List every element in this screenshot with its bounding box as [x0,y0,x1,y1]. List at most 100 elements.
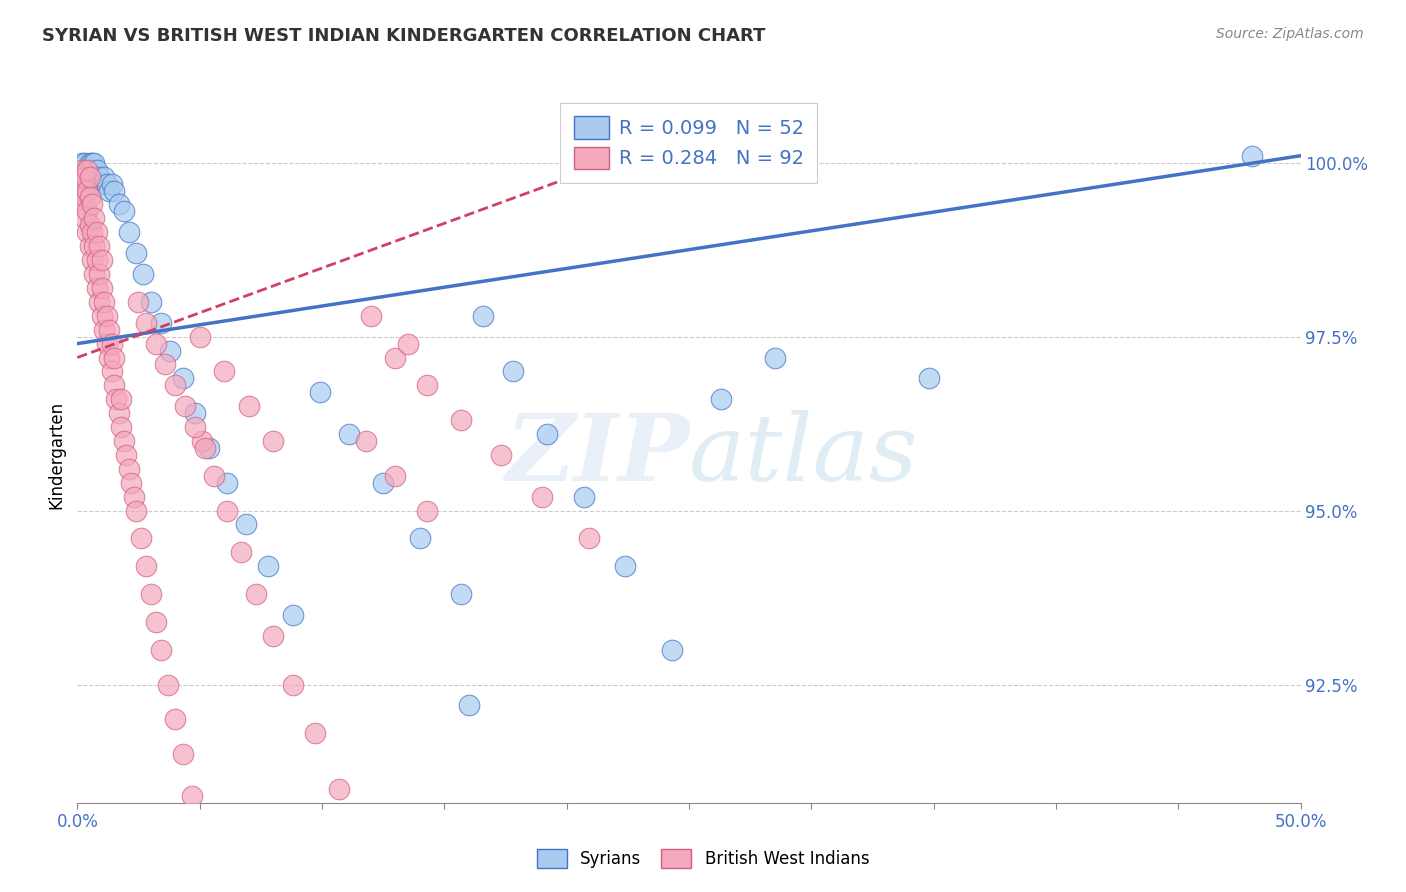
Point [80,197,103,211]
Point [149,642,172,657]
Point [165,712,187,726]
Point [572,490,595,504]
Point [159,343,181,358]
Point [235,517,257,532]
Point [531,490,554,504]
Point [93,294,115,309]
Point [450,413,472,427]
Point [89,169,111,184]
Point [103,184,125,198]
Point [112,204,135,219]
Point [165,378,187,392]
Point [98,184,121,198]
Point [103,351,125,365]
Point [257,559,280,574]
Point [614,559,637,574]
Point [70,184,93,198]
Point [110,392,132,407]
Point [79,219,101,233]
Point [409,532,432,546]
Point [79,169,101,184]
Point [135,316,157,330]
Point [184,406,207,420]
Point [661,642,683,657]
Point [100,336,122,351]
Point [83,239,105,253]
Point [149,316,172,330]
Point [108,197,131,211]
Point [89,294,111,309]
Point [139,294,162,309]
Point [73,190,96,204]
Point [184,420,207,434]
Point [304,726,326,740]
Point [96,336,118,351]
Point [86,162,108,177]
Point [115,448,138,462]
Point [472,309,495,323]
Point [79,239,101,253]
Point [69,169,91,184]
Point [450,587,472,601]
Point [70,162,93,177]
Point [360,309,382,323]
Point [118,225,141,239]
Point [83,169,105,184]
Point [371,475,394,490]
Point [215,503,238,517]
Point [215,475,238,490]
Point [86,253,108,268]
Point [578,532,600,546]
Point [1240,149,1263,163]
Point [86,281,108,295]
Point [231,545,253,559]
Point [238,399,260,413]
Point [172,747,194,761]
Point [328,781,350,796]
Point [145,336,167,351]
Point [79,162,101,177]
Point [76,225,98,239]
Point [83,155,105,169]
Text: ZIP: ZIP [505,410,689,500]
Y-axis label: Kindergarten: Kindergarten [48,401,66,509]
Point [79,190,101,204]
Point [129,532,152,546]
Point [70,155,93,169]
Point [80,225,103,239]
Legend: R = 0.099   N = 52, R = 0.284   N = 92: R = 0.099 N = 52, R = 0.284 N = 92 [561,103,817,183]
Point [262,434,284,448]
Point [245,587,267,601]
Point [73,169,96,184]
Point [89,239,111,253]
Point [90,177,112,191]
Point [191,434,214,448]
Point [212,364,235,378]
Point [396,336,419,351]
Point [202,468,225,483]
Point [90,309,112,323]
Point [110,420,132,434]
Point [69,184,91,198]
Point [281,677,304,691]
Point [80,162,103,177]
Point [93,169,115,184]
Text: Source: ZipAtlas.com: Source: ZipAtlas.com [1216,27,1364,41]
Point [125,503,148,517]
Point [536,427,558,442]
Point [155,358,177,372]
Point [125,246,148,260]
Point [172,371,194,385]
Legend: Syrians, British West Indians: Syrians, British West Indians [530,842,876,875]
Point [139,587,162,601]
Point [132,267,155,281]
Point [90,281,112,295]
Point [156,677,179,691]
Point [193,441,215,455]
Point [181,789,204,803]
Point [98,323,121,337]
Text: atlas: atlas [689,410,918,500]
Point [76,204,98,219]
Point [384,468,406,483]
Point [76,162,98,177]
